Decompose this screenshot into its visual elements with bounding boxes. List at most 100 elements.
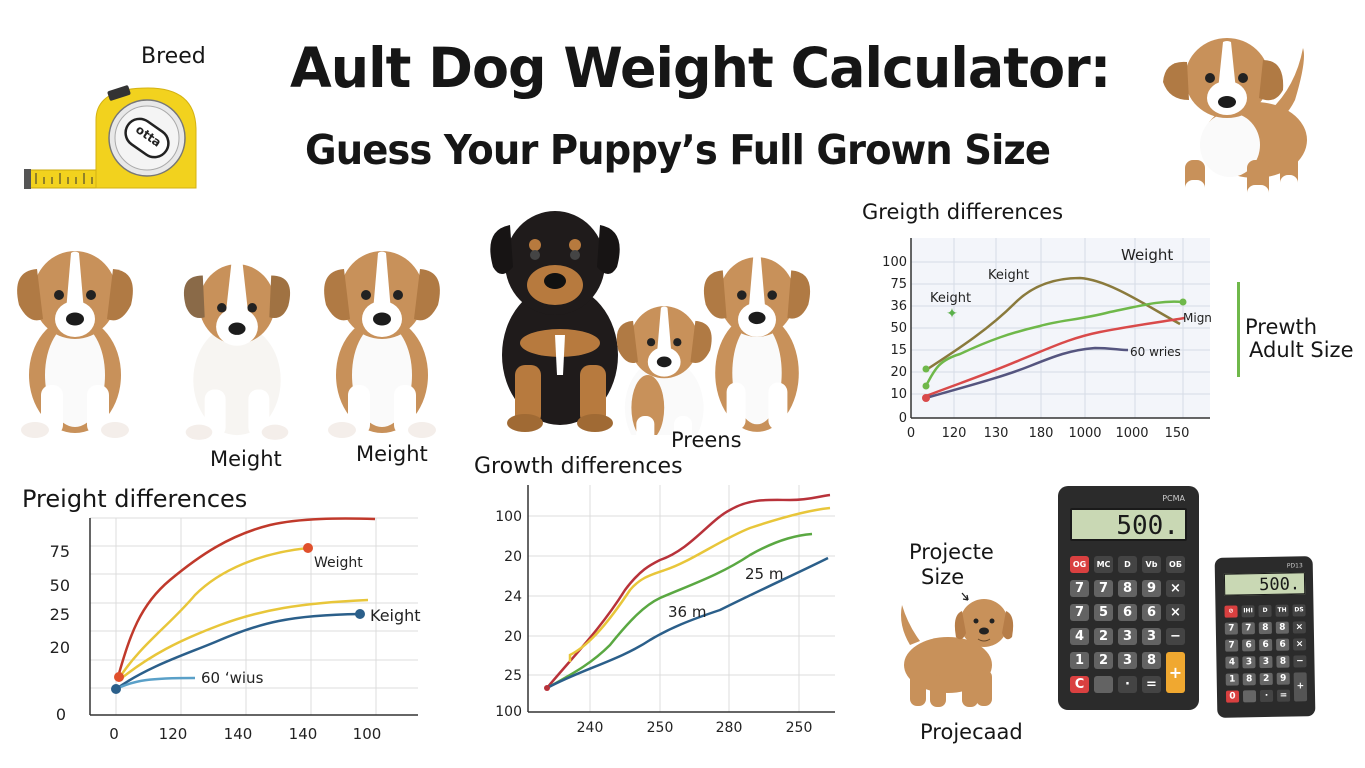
calc-key[interactable]: 1: [1070, 652, 1089, 669]
svg-text:50: 50: [890, 321, 907, 336]
calc-key-blank[interactable]: [1094, 676, 1113, 693]
calc-small-key[interactable]: −: [1293, 655, 1307, 668]
calculator-small: PD13 500. .ks{position:absolute;width:13…: [1214, 556, 1316, 718]
svg-text:240: 240: [577, 720, 604, 736]
calc-small-key[interactable]: 9: [1276, 672, 1290, 685]
calc-small-key[interactable]: 8: [1258, 621, 1272, 635]
svg-text:75: 75: [890, 277, 907, 292]
calc-key[interactable]: 7: [1094, 580, 1113, 597]
svg-text:36: 36: [890, 299, 907, 314]
calc-small-key[interactable]: 1: [1225, 673, 1239, 686]
calc-key[interactable]: 7: [1070, 580, 1089, 597]
svg-text:50: 50: [50, 576, 70, 595]
svg-text:1000: 1000: [1115, 426, 1148, 441]
annotation-60-wries: 60 wries: [1130, 345, 1181, 359]
calc-key[interactable]: 8: [1118, 580, 1137, 597]
annotation-weight: Weight: [314, 555, 363, 571]
calc-small-key[interactable]: 7: [1224, 622, 1238, 635]
calc-small-key[interactable]: ×: [1293, 638, 1307, 651]
page-subtitle: Guess Your Puppy’s Full Grown Size: [305, 126, 1051, 174]
svg-text:0: 0: [109, 725, 119, 743]
calc-small-key[interactable]: [1242, 690, 1257, 703]
calc-small-key[interactable]: TH: [1275, 604, 1289, 617]
annotation-keight: Keight: [370, 606, 421, 625]
calc-key-clear[interactable]: C: [1070, 676, 1089, 693]
calc-small-key[interactable]: 6: [1259, 638, 1273, 652]
calc-display: 500.: [1070, 508, 1187, 541]
calc-key-equals[interactable]: =: [1142, 676, 1161, 693]
svg-text:250: 250: [647, 720, 674, 736]
calc-small-key[interactable]: DS: [1292, 604, 1306, 617]
calc-small-key[interactable]: =: [1276, 689, 1291, 702]
calc-small-key[interactable]: ·: [1259, 689, 1274, 703]
projected-label-line2: Size: [921, 565, 965, 589]
calc-key[interactable]: 5: [1094, 604, 1113, 621]
calc-key-og[interactable]: OG: [1070, 556, 1089, 573]
svg-text:120: 120: [159, 725, 188, 743]
standing-puppy-image: [1163, 38, 1307, 209]
svg-text:100: 100: [495, 704, 522, 720]
projected-dog-icon: [901, 592, 1014, 707]
chart-preight-differences: 75 50 25 20 0 0 120 140 140 100 Weight Keight 60…: [50, 517, 421, 743]
calc-small-key[interactable]: IHI: [1241, 605, 1255, 618]
calc-key-multiply[interactable]: ×: [1166, 580, 1185, 597]
calc-small-key[interactable]: 6: [1242, 639, 1256, 652]
calc-key[interactable]: 3: [1118, 628, 1137, 645]
side-note-line2: Adult Size: [1249, 338, 1354, 362]
annotation-25m: 25 m: [745, 565, 783, 583]
calc-key-plus[interactable]: +: [1166, 652, 1185, 693]
svg-text:280: 280: [716, 720, 743, 736]
calc-small-key[interactable]: D: [1258, 604, 1272, 618]
calc-small-key[interactable]: 8: [1276, 655, 1290, 668]
calc-key[interactable]: 6: [1118, 604, 1137, 621]
projected-label-bottom: Projecaad: [920, 720, 1023, 744]
calc-small-key[interactable]: ×: [1292, 621, 1306, 634]
calc-key-vb[interactable]: Vb: [1142, 556, 1161, 573]
calc-small-key[interactable]: 8: [1275, 621, 1289, 634]
calc-small-key[interactable]: 0: [1225, 690, 1240, 703]
calc-small-key[interactable]: 8: [1242, 673, 1256, 686]
calc-key[interactable]: 2: [1094, 652, 1113, 669]
svg-text:140: 140: [224, 725, 253, 743]
calc-key-ob[interactable]: ОБ: [1166, 556, 1185, 573]
side-note-bar: [1237, 282, 1240, 377]
puppy-rottweiler: [490, 211, 620, 432]
puppy-small: [616, 306, 712, 435]
calc-key[interactable]: 7: [1070, 604, 1089, 621]
puppy-label-1: Meight: [210, 447, 282, 471]
svg-text:1000: 1000: [1068, 426, 1101, 441]
annotation-weight: Weight: [1121, 246, 1173, 264]
calc-key[interactable]: 3: [1142, 628, 1161, 645]
calc-key-multiply[interactable]: ×: [1166, 604, 1185, 621]
calc-small-key[interactable]: 7: [1241, 622, 1255, 635]
calc-small-key[interactable]: ⊘: [1224, 605, 1238, 618]
calc-small-key[interactable]: 4: [1225, 656, 1239, 669]
calc-key[interactable]: 3: [1118, 652, 1137, 669]
calc-small-key[interactable]: 3: [1259, 655, 1273, 669]
calc-key[interactable]: 4: [1070, 628, 1089, 645]
chart-growth-differences: 100 20 24 20 25 100 240 250 280 250 25 m 36 m: [495, 485, 835, 736]
calc-key[interactable]: 6: [1142, 604, 1161, 621]
calc-small-key[interactable]: 7: [1225, 639, 1239, 652]
page-title: Ault Dog Weight Calculator:: [290, 36, 1111, 100]
chart-title-preight: Preight differences: [22, 485, 248, 513]
annotation-60-wius: 60 ʻwius: [201, 669, 264, 687]
calc-key-dot[interactable]: ·: [1118, 676, 1137, 693]
calc-small-key-plus[interactable]: +: [1293, 672, 1308, 702]
puppy-tall: [703, 255, 811, 432]
svg-text:✦: ✦: [946, 306, 958, 322]
svg-text:10: 10: [890, 387, 907, 402]
calc-key-mc[interactable]: MC: [1094, 556, 1113, 573]
calc-small-key[interactable]: 6: [1276, 638, 1290, 651]
calc-key[interactable]: 8: [1142, 652, 1161, 669]
calc-key[interactable]: 9: [1142, 580, 1161, 597]
projected-label-line1: Projecte: [909, 540, 994, 564]
breed-label: Breed: [141, 44, 206, 69]
calc-small-key[interactable]: 2: [1259, 672, 1273, 686]
calc-key[interactable]: 2: [1094, 628, 1113, 645]
annotation-mign: Mign: [1183, 311, 1212, 325]
calc-key-minus[interactable]: −: [1166, 628, 1185, 645]
calc-key-d[interactable]: D: [1118, 556, 1137, 573]
calc-small-key[interactable]: 3: [1242, 656, 1256, 669]
